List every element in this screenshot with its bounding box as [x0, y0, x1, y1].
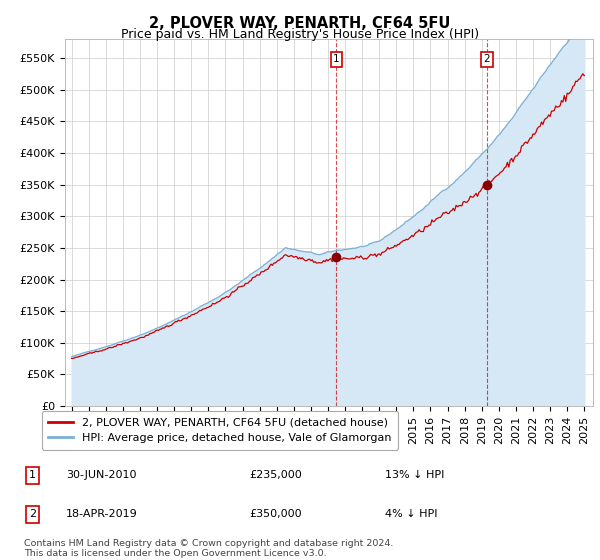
Text: 2: 2 — [484, 54, 490, 64]
Text: 1: 1 — [29, 470, 36, 480]
Text: 1: 1 — [333, 54, 340, 64]
Text: £350,000: £350,000 — [250, 510, 302, 519]
Text: Contains HM Land Registry data © Crown copyright and database right 2024.
This d: Contains HM Land Registry data © Crown c… — [24, 539, 394, 558]
Text: 2, PLOVER WAY, PENARTH, CF64 5FU: 2, PLOVER WAY, PENARTH, CF64 5FU — [149, 16, 451, 31]
Text: 18-APR-2019: 18-APR-2019 — [66, 510, 138, 519]
Text: 13% ↓ HPI: 13% ↓ HPI — [385, 470, 445, 480]
Text: 2: 2 — [29, 510, 36, 519]
Text: 30-JUN-2010: 30-JUN-2010 — [66, 470, 137, 480]
Text: 4% ↓ HPI: 4% ↓ HPI — [385, 510, 437, 519]
Legend: 2, PLOVER WAY, PENARTH, CF64 5FU (detached house), HPI: Average price, detached : 2, PLOVER WAY, PENARTH, CF64 5FU (detach… — [41, 411, 398, 450]
Text: Price paid vs. HM Land Registry's House Price Index (HPI): Price paid vs. HM Land Registry's House … — [121, 28, 479, 41]
Text: £235,000: £235,000 — [250, 470, 302, 480]
